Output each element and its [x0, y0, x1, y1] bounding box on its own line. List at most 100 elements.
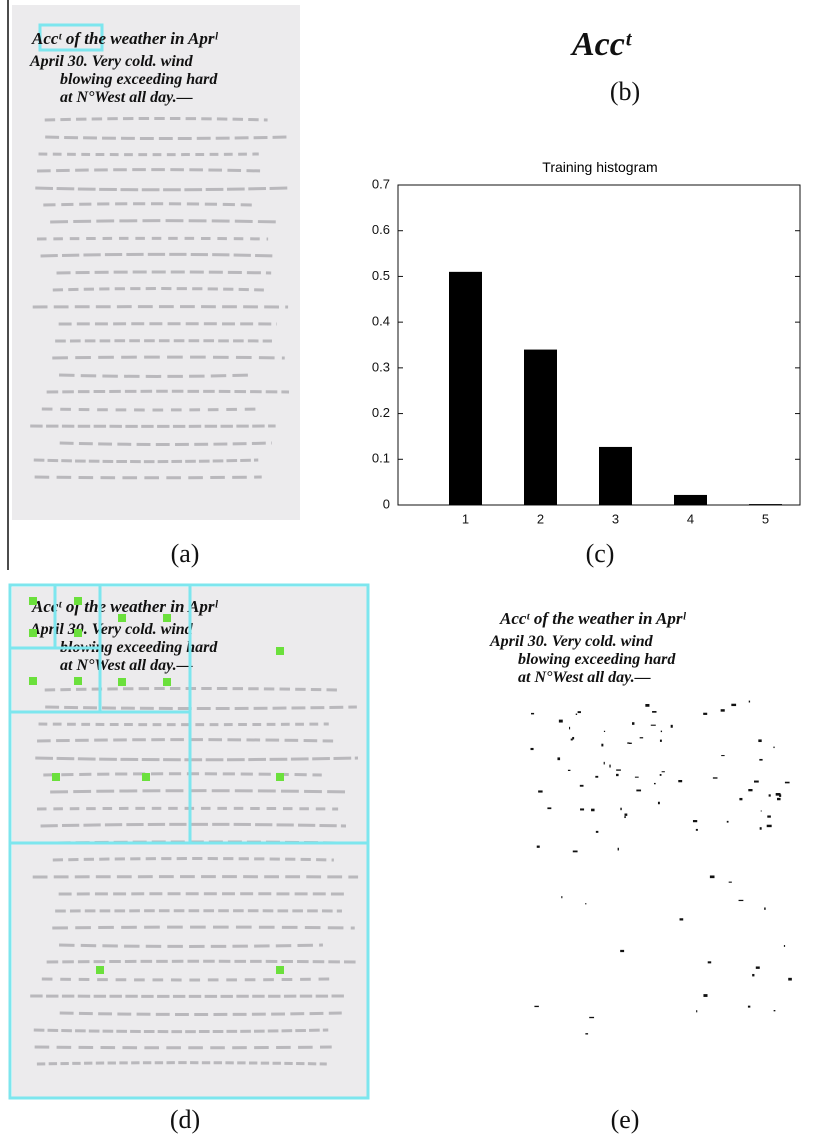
speck [731, 704, 736, 706]
keypoint [96, 966, 104, 974]
scribble [52, 357, 284, 358]
keypoint [29, 677, 37, 685]
speck [761, 810, 762, 811]
bar [674, 495, 707, 505]
speck [651, 725, 656, 726]
x-tick-label: 3 [612, 511, 619, 526]
speck [752, 974, 754, 976]
speck [580, 785, 584, 787]
speck [654, 783, 656, 784]
bar [524, 350, 557, 505]
speck [576, 714, 577, 715]
scribble [41, 254, 276, 256]
speck [636, 790, 641, 792]
y-tick-label: 0 [383, 496, 390, 511]
speck [624, 816, 625, 818]
speck [557, 757, 560, 760]
scribble [41, 824, 346, 826]
speck [748, 789, 752, 791]
speck [721, 755, 724, 756]
keypoint [142, 773, 150, 781]
speck [595, 776, 598, 778]
speck [660, 740, 662, 742]
manuscript-line: April 30. Very cold. wind [29, 53, 194, 70]
speck [585, 1033, 588, 1034]
x-tick-label: 5 [762, 511, 769, 526]
manuscript-line: blowing exceeding hard [518, 651, 676, 668]
keypoint [29, 629, 37, 637]
x-tick-label: 1 [462, 511, 469, 526]
speck [645, 704, 649, 707]
x-tick-label: 4 [687, 511, 694, 526]
speck [710, 875, 715, 878]
manuscript-line: at N°West all day.— [518, 669, 651, 686]
speck [601, 744, 603, 747]
speck [703, 994, 707, 997]
keypoint [74, 677, 82, 685]
speck [754, 781, 759, 783]
speck [627, 742, 629, 743]
speck [774, 1010, 776, 1011]
chart-title: Training histogram [542, 159, 657, 175]
speck [596, 831, 599, 833]
panel-label: (b) [610, 77, 640, 106]
speck [759, 759, 762, 761]
y-tick-label: 0.2 [372, 405, 390, 420]
speck [769, 794, 771, 796]
speck [727, 821, 729, 823]
keypoint [74, 597, 82, 605]
figure: Accᵗ of the weather in Aprˡ April 30. Ve… [0, 0, 830, 1140]
speck [534, 1006, 538, 1007]
speck [658, 802, 660, 804]
speck [696, 829, 698, 831]
speck [578, 711, 581, 713]
speck [640, 737, 643, 738]
manuscript-line: Accᵗ of the weather in Aprˡ [499, 609, 686, 628]
y-tick-label: 0.5 [372, 268, 390, 283]
y-tick-label: 0.7 [372, 176, 390, 191]
speck [635, 777, 639, 778]
keypoint [163, 678, 171, 686]
speck [739, 900, 744, 901]
speck [625, 814, 628, 816]
keypoint [163, 614, 171, 622]
speck [721, 709, 725, 711]
scribble [60, 443, 272, 444]
word-image: Accᵗ [570, 26, 633, 63]
speck [749, 701, 750, 703]
panel-label: (c) [586, 539, 615, 568]
keypoint [52, 773, 60, 781]
manuscript-line: at N°West all day.— [60, 89, 193, 106]
scribble [59, 375, 253, 376]
speck [620, 808, 621, 810]
speck [764, 907, 765, 909]
speck [661, 731, 662, 732]
speck [580, 808, 584, 810]
speck [573, 851, 578, 853]
bar [749, 504, 782, 505]
bar [599, 447, 632, 505]
speck [660, 774, 662, 776]
speck [609, 765, 610, 768]
speck [708, 961, 711, 963]
y-tick-label: 0.6 [372, 222, 390, 237]
speck [696, 1010, 697, 1012]
scribble [60, 1013, 342, 1014]
binarized-noise [531, 701, 792, 1035]
speck [662, 771, 665, 772]
manuscript-line: at N°West all day.— [60, 657, 193, 674]
speck [620, 950, 624, 952]
speck [703, 713, 707, 715]
speck [538, 790, 542, 792]
scribble [57, 272, 272, 273]
y-tick-label: 0.3 [372, 359, 390, 374]
speck [756, 966, 760, 968]
speck [616, 769, 621, 770]
speck [531, 748, 534, 750]
speck [632, 722, 634, 725]
scribble [45, 118, 268, 120]
speck [784, 945, 785, 947]
speck [571, 739, 573, 741]
speck [547, 807, 551, 809]
